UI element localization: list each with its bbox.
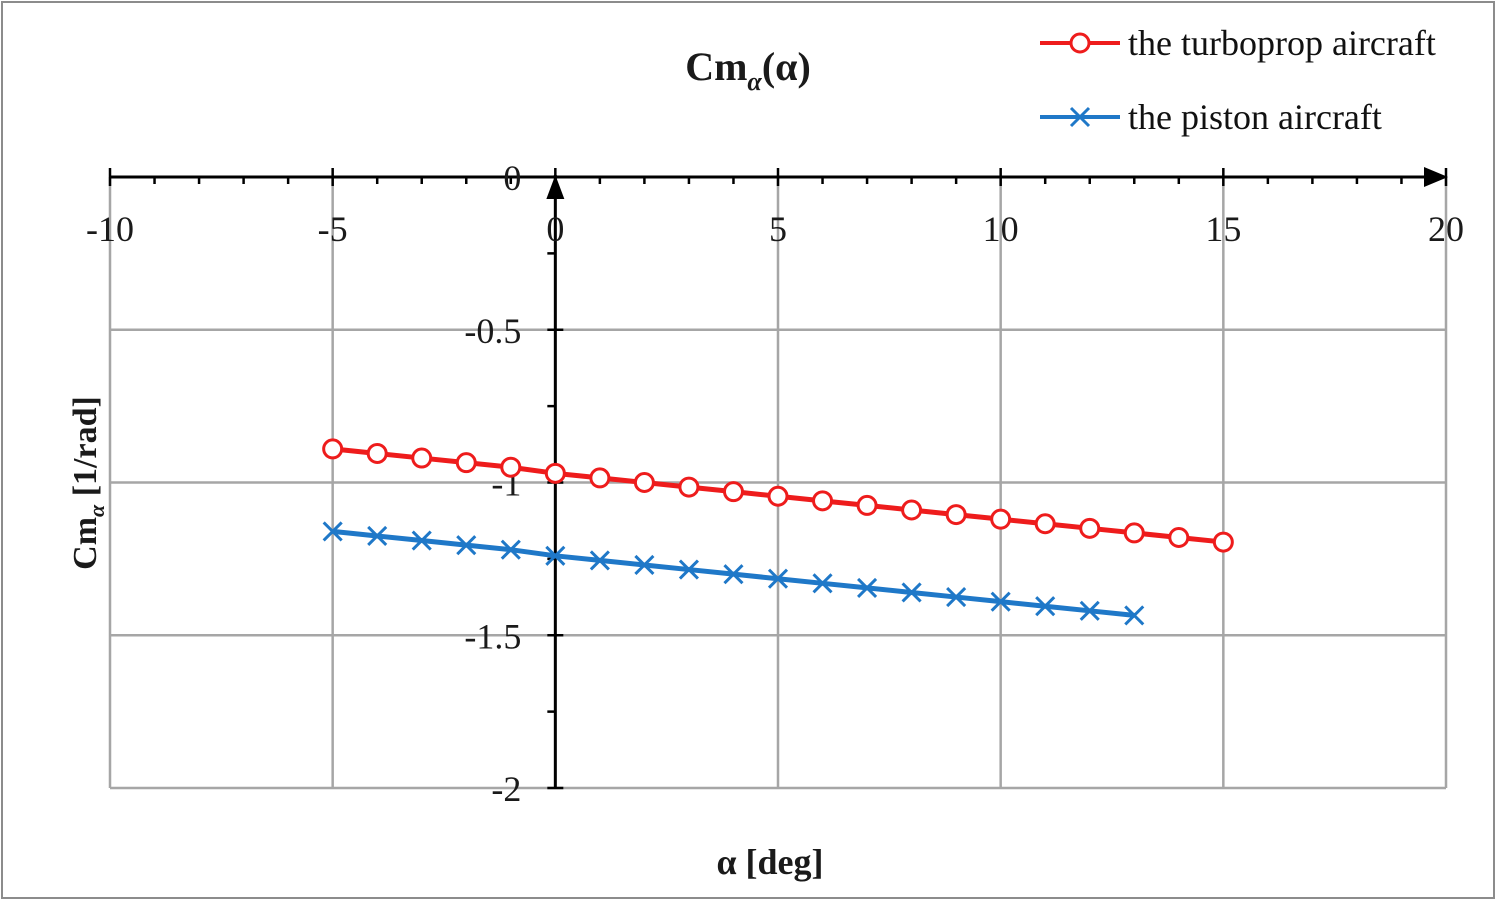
data-point-piston: [456, 535, 477, 556]
data-point-piston: [589, 550, 610, 571]
x-tick-label: -5: [318, 209, 348, 249]
data-point-turboprop: [945, 504, 967, 526]
y-tick-label: -2: [491, 769, 521, 809]
y-tick-label: -1.5: [464, 616, 521, 656]
x-tick-label: 20: [1428, 209, 1464, 249]
data-point-turboprop: [856, 494, 878, 516]
legend-item-turboprop: the turboprop aircraft: [1040, 23, 1436, 63]
x-tick-label: 0: [546, 209, 564, 249]
data-point-piston: [857, 577, 878, 598]
data-point-turboprop: [1079, 517, 1101, 539]
data-point-piston: [1035, 596, 1056, 617]
data-point-piston: [946, 587, 967, 608]
data-point-turboprop: [767, 485, 789, 507]
data-point-piston: [723, 564, 744, 585]
x-tick-label: 15: [1205, 209, 1241, 249]
data-point-turboprop: [678, 476, 700, 498]
data-point-turboprop: [455, 452, 477, 474]
data-point-turboprop: [411, 447, 433, 469]
data-point-piston: [367, 525, 388, 547]
data-point-turboprop: [722, 481, 744, 503]
y-tick-label: -0.5: [464, 311, 521, 351]
data-point-turboprop: [366, 442, 388, 464]
x-axis-arrow-icon: [1424, 167, 1448, 187]
legend-marker-circle: [1069, 32, 1091, 54]
legend-label-turboprop: the turboprop aircraft: [1128, 23, 1436, 63]
data-point-piston: [678, 559, 699, 580]
series-layer: [322, 438, 1234, 626]
data-point-turboprop: [1123, 522, 1145, 544]
data-point-turboprop: [589, 467, 611, 489]
axis-ticks: -10 -5 0 5 10 15 200-0.5-1-1.5-2: [86, 158, 1464, 809]
legend: the turboprop aircraft the piston aircra…: [1040, 23, 1436, 137]
data-point-piston: [812, 573, 833, 594]
legend-marker-x: [1069, 106, 1091, 128]
legend-item-piston: the piston aircraft: [1040, 97, 1382, 137]
data-point-turboprop: [322, 438, 344, 460]
data-point-piston: [1079, 600, 1100, 621]
data-point-piston: [545, 545, 566, 566]
chart-title: Cmα(α): [685, 44, 811, 96]
data-point-turboprop: [544, 462, 566, 484]
y-tick-label: 0: [503, 158, 521, 198]
data-point-turboprop: [812, 490, 834, 512]
x-tick-label: -10: [86, 209, 134, 249]
data-point-piston: [634, 554, 655, 576]
x-axis-label: α [deg]: [716, 842, 823, 882]
data-point-piston: [767, 568, 789, 589]
grid-lines: [108, 175, 1448, 790]
data-point-piston: [322, 521, 343, 542]
y-axis-label: Cmα [1/rad]: [67, 396, 109, 570]
data-point-piston: [901, 582, 922, 603]
x-tick-label: 10: [983, 209, 1019, 249]
data-point-turboprop: [901, 499, 923, 521]
data-point-turboprop: [990, 508, 1012, 530]
data-point-piston: [411, 530, 432, 551]
x-tick-label: 5: [769, 209, 787, 249]
data-point-turboprop: [633, 472, 655, 493]
y-axis-arrow-icon: [546, 175, 565, 199]
data-point-piston: [500, 539, 521, 560]
data-point-turboprop: [1034, 513, 1056, 535]
legend-label-piston: the piston aircraft: [1128, 97, 1382, 137]
data-point-turboprop: [1212, 531, 1234, 553]
data-point-piston: [990, 591, 1011, 612]
data-point-piston: [1124, 605, 1145, 626]
data-point-turboprop: [1168, 526, 1190, 548]
data-point-turboprop: [500, 456, 522, 478]
